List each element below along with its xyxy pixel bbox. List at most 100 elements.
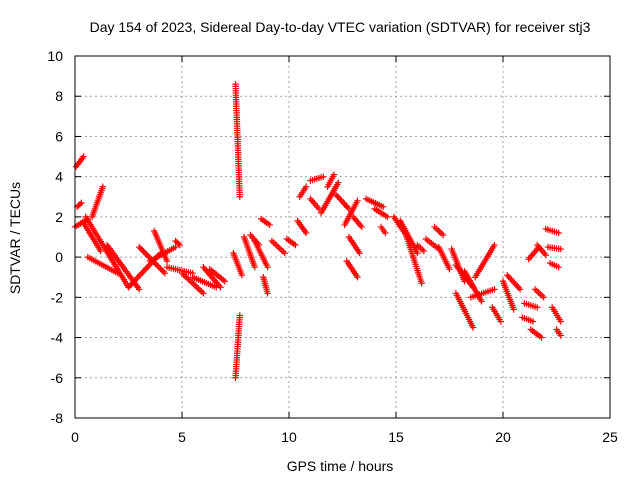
data-point	[302, 229, 310, 237]
data-point	[78, 199, 85, 207]
data-point	[337, 196, 344, 203]
x-tick-label: 5	[178, 429, 186, 445]
data-point	[264, 290, 271, 297]
data-point	[418, 280, 425, 287]
data-point	[516, 286, 524, 293]
data-point	[512, 281, 520, 288]
y-tick-label: -2	[51, 289, 64, 305]
data-point	[114, 270, 121, 277]
y-tick-label: 2	[55, 209, 63, 225]
data-point	[354, 274, 361, 281]
data-point	[335, 194, 343, 202]
plot-frame	[74, 55, 611, 419]
x-tick-label: 0	[71, 429, 79, 445]
data-point	[142, 266, 149, 273]
data-point	[136, 286, 143, 293]
data-point	[557, 332, 564, 339]
y-axis-label: SDTVAR / TECUs	[7, 182, 23, 294]
data-point	[276, 245, 284, 252]
data-point	[557, 245, 564, 253]
data-point	[384, 213, 391, 221]
data-point	[176, 241, 184, 249]
x-tick-label: 10	[281, 429, 297, 445]
data-point	[163, 257, 171, 265]
data-point	[270, 239, 277, 246]
data-point	[344, 204, 351, 211]
data-point	[509, 278, 517, 285]
data-point	[382, 229, 389, 237]
data-point	[145, 262, 152, 270]
data-point	[140, 267, 147, 275]
data-point	[379, 203, 387, 211]
y-tick-label: 8	[55, 88, 63, 104]
data-point	[414, 249, 421, 257]
data-point	[420, 247, 428, 255]
data-point	[497, 318, 505, 325]
data-point	[134, 274, 141, 281]
data-point	[491, 241, 498, 249]
data-point	[511, 279, 518, 287]
data-point	[140, 248, 147, 255]
data-point	[557, 318, 564, 325]
data-point	[340, 199, 347, 206]
data-point	[266, 221, 273, 229]
data-point	[236, 193, 243, 200]
data-point	[155, 263, 163, 271]
x-tick-label: 15	[388, 429, 404, 445]
data-point	[514, 282, 521, 290]
data-point	[137, 245, 144, 252]
data-point	[221, 278, 228, 285]
data-point	[354, 197, 361, 204]
data-point	[505, 273, 512, 280]
data-point	[542, 251, 549, 259]
y-tick-label: 6	[55, 128, 63, 144]
data-point	[158, 266, 166, 274]
points-layer	[71, 80, 564, 381]
data-point	[302, 183, 310, 190]
data-point	[510, 306, 517, 313]
y-tick-label: -4	[51, 330, 64, 346]
data-point	[139, 269, 146, 276]
data-point	[356, 249, 363, 257]
data-point	[504, 272, 511, 279]
data-point	[529, 318, 537, 325]
data-point	[139, 246, 146, 254]
data-point	[154, 262, 161, 269]
data-point	[200, 290, 207, 297]
data-point	[143, 251, 150, 258]
data-point	[157, 265, 164, 272]
data-point	[508, 276, 515, 284]
data-point	[491, 286, 498, 293]
data-point	[136, 243, 143, 251]
data-point	[279, 248, 287, 255]
data-point	[268, 237, 276, 245]
y-tick-label: 0	[55, 249, 63, 265]
data-point	[555, 229, 562, 237]
x-tick-label: 25	[602, 429, 618, 445]
data-point	[469, 324, 477, 331]
x-axis-label: GPS time / hours	[287, 458, 394, 474]
data-point	[446, 265, 453, 273]
data-point	[161, 270, 169, 277]
data-point	[334, 193, 341, 200]
data-point	[341, 200, 348, 208]
data-point	[236, 312, 243, 319]
data-point	[515, 284, 522, 291]
data-point	[143, 264, 151, 271]
data-point	[335, 179, 342, 186]
data-point	[275, 243, 282, 251]
data-point	[439, 231, 447, 239]
data-point	[80, 153, 87, 160]
x-tick-label: 20	[495, 429, 511, 445]
data-point	[136, 272, 143, 280]
data-point	[338, 197, 345, 205]
data-point	[273, 242, 280, 249]
data-point	[175, 240, 182, 247]
data-point	[142, 250, 149, 257]
data-point	[217, 284, 224, 291]
data-point	[540, 294, 547, 301]
data-point	[160, 268, 167, 275]
data-point	[99, 183, 107, 190]
data-point	[506, 275, 514, 282]
